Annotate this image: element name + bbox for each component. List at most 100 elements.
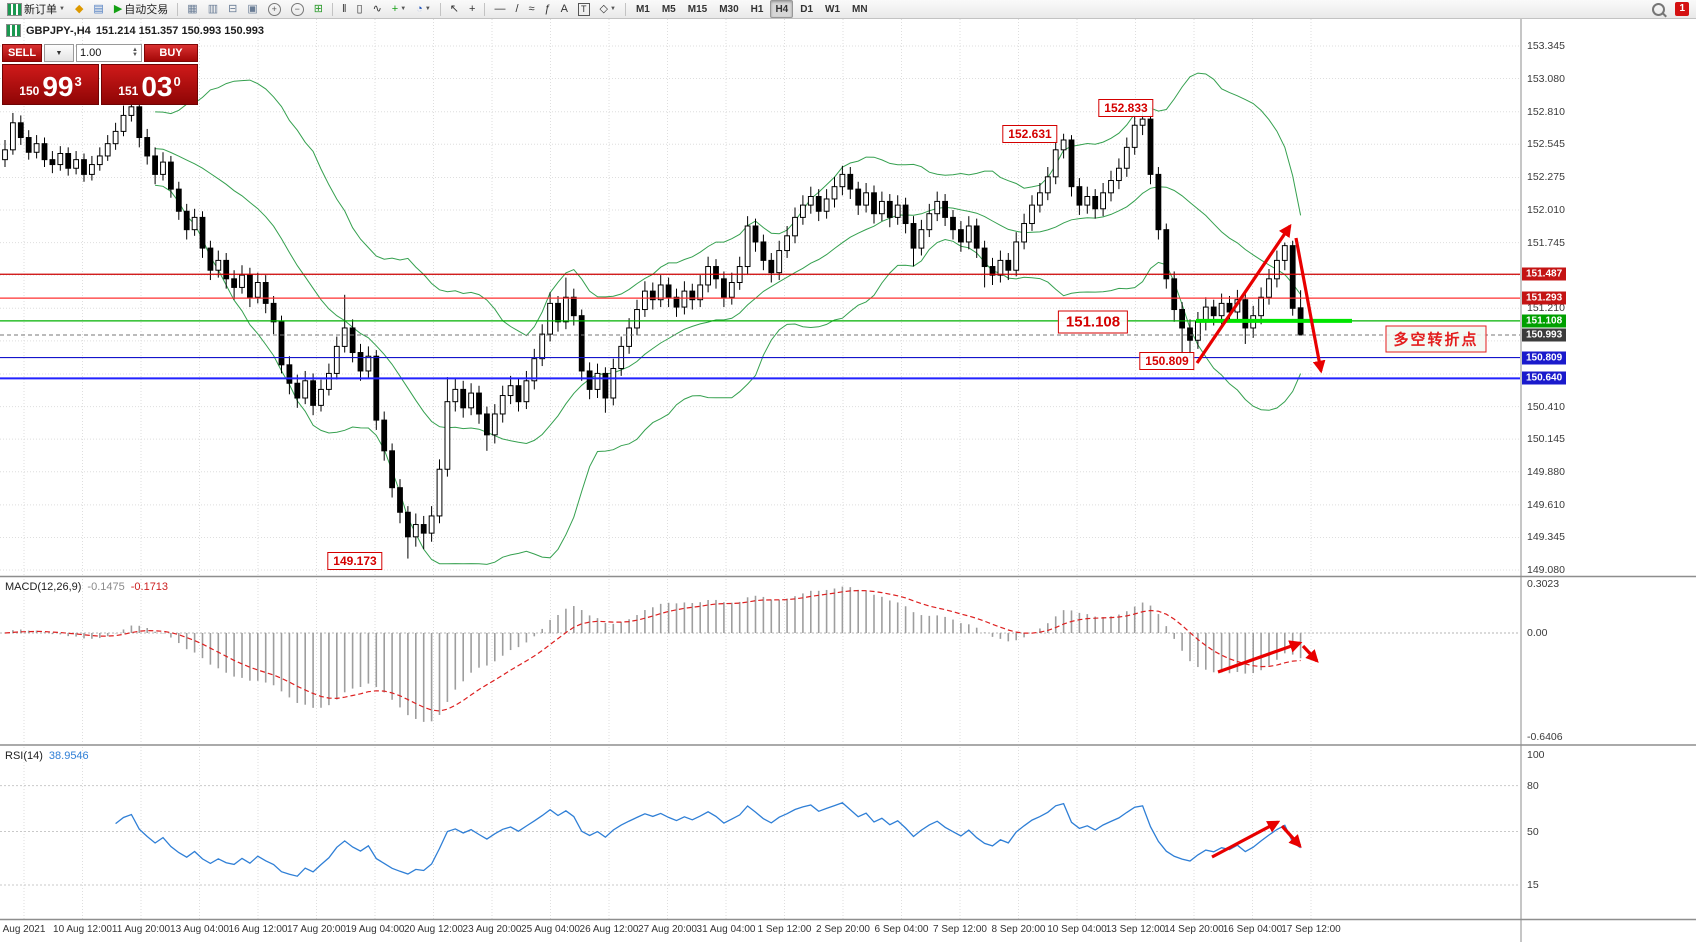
macd-scale-label: -0.6406 [1527, 731, 1563, 743]
price-tick-label: 149.345 [1527, 531, 1565, 544]
data-window-icon[interactable]: ▥ [204, 0, 222, 18]
market-watch-icon[interactable]: ▦ [183, 0, 201, 18]
chart-profiles-icon[interactable]: ▤ [89, 0, 107, 18]
label-button[interactable]: T [574, 0, 594, 18]
buy-button[interactable]: BUY [144, 44, 198, 62]
data-window-icon-glyph: ▥ [207, 2, 219, 15]
timeframe-m30-button[interactable]: M30 [719, 3, 739, 15]
periods-button[interactable]: ◔ ▼ [412, 0, 435, 18]
indicators-button[interactable]: + ▼ [388, 0, 410, 18]
timeframe-m15-button[interactable]: M15 [687, 3, 708, 15]
chart-symbol-line: GBPJPY-,H4 151.214 151.357 150.993 150.9… [6, 24, 264, 37]
ask-pipette: 0 [173, 74, 181, 89]
price-tick-label: 152.275 [1527, 171, 1565, 184]
rsi-indicator-label: RSI(14) 38.9546 [5, 750, 89, 762]
timeframe-mn-button[interactable]: MN [852, 3, 868, 15]
price-tick-label: 151.210 [1527, 302, 1565, 315]
candlestick-chart-icon [7, 2, 22, 16]
timeframe-h4-button[interactable]: H4 [770, 0, 794, 18]
navigator-icon[interactable]: ⊟ [224, 0, 241, 18]
bar-chart-button[interactable]: ‖ [338, 0, 351, 18]
expert-advisors-icon[interactable]: ◆ [71, 0, 87, 18]
price-callout[interactable]: 152.833 [1098, 99, 1154, 117]
chevron-down-icon: ▼ [424, 6, 431, 12]
timeframe-d1-button[interactable]: D1 [800, 3, 814, 15]
spinner-up-icon[interactable]: ▲ [132, 47, 138, 53]
tile-windows-icon[interactable]: ⊞ [310, 0, 327, 18]
price-tick-label: 150.410 [1527, 400, 1565, 413]
terminal-icon-glyph: ▣ [247, 2, 258, 15]
ask-price-button[interactable]: 151 03 0 [101, 64, 198, 105]
price-callout[interactable]: 150.809 [1139, 352, 1195, 370]
spinner-down-icon[interactable]: ▼ [132, 52, 138, 58]
time-axis-label: Aug 2021 [2, 924, 46, 935]
channel-button[interactable]: ≈ [525, 0, 539, 18]
timeframe-w1-button[interactable]: W1 [825, 3, 841, 15]
rsi-value: 38.9546 [48, 750, 89, 762]
time-axis-label: 10 Aug 12:00 [53, 924, 112, 935]
crosshair-button[interactable]: + [465, 0, 479, 18]
zoom-out-button[interactable]: − [287, 0, 308, 18]
chevron-down-icon: ▼ [400, 6, 407, 12]
ohlc-values: 151.214 151.357 150.993 150.993 [95, 24, 265, 37]
timeframe-m1-button[interactable]: M1 [635, 3, 650, 15]
trend-annotations[interactable] [1195, 223, 1352, 859]
turning-point-label[interactable]: 多空转折点 [1385, 325, 1487, 353]
ask-pips: 03 [141, 71, 173, 102]
notification-badge[interactable]: 1 [1671, 0, 1693, 18]
price-line-badge: 150.640 [1522, 371, 1567, 385]
grid [0, 19, 1520, 919]
text-button[interactable]: A [557, 0, 572, 18]
volume-value: 1.00 [80, 47, 102, 59]
cursor-button[interactable]: ↖ [446, 0, 463, 18]
macd-name: MACD(12,26,9) [5, 581, 82, 593]
volume-spinner[interactable]: ▲ ▼ [132, 47, 138, 58]
trend-arrow [1280, 824, 1302, 848]
trend-arrow [1301, 644, 1319, 663]
price-tick-label: 152.810 [1527, 105, 1565, 118]
macd-scale-label: 0.00 [1527, 627, 1548, 639]
time-axis-label: 17 Sep 12:00 [1281, 924, 1341, 935]
rsi-line [115, 802, 1301, 877]
toolbar: 新订单 ▼ ◆ ▤ ▶ 自动交易 ▦ ▥ ⊟ ▣ + − ⊞ ‖ ▯ ∿ + ▼ ◔ ▼ ↖ + — / ≈ ƒ A T ◇ ▼ M1 M5 M… [0, 0, 1696, 19]
shapes-button[interactable]: ◇ ▼ [596, 0, 620, 18]
zoom-in-button[interactable]: + [264, 0, 285, 18]
fibonacci-button[interactable]: ƒ [541, 0, 555, 18]
new-order-button[interactable]: 新订单 ▼ [3, 0, 69, 18]
trend-arrow [1294, 237, 1326, 374]
volume-field[interactable]: 1.00 ▲ ▼ [76, 44, 142, 62]
timeframe-m5-button[interactable]: M5 [661, 3, 676, 15]
bollinger-bands [155, 72, 1302, 565]
price-callout[interactable]: 151.108 [1057, 310, 1129, 334]
price-line-badge: 150.993 [1522, 328, 1567, 342]
tile-windows-icon-glyph: ⊞ [313, 2, 323, 15]
horizontal-line-button[interactable]: — [490, 0, 509, 18]
trendline-button[interactable]: / [511, 0, 522, 18]
price-tick-label: 153.345 [1527, 40, 1565, 52]
rsi-scale-label: 80 [1527, 779, 1539, 792]
time-axis-label: 25 Aug 04:00 [521, 924, 580, 935]
market-watch-icon-glyph: ▦ [187, 2, 198, 15]
crosshair-button-glyph: + [469, 2, 476, 15]
chevron-down-icon: ▼ [59, 6, 65, 12]
horizontal-price-lines[interactable] [0, 273, 1520, 380]
price-callout[interactable]: 152.631 [1002, 125, 1058, 143]
toolbar-separator [484, 2, 486, 16]
bid-price-button[interactable]: 150 99 3 [2, 64, 99, 105]
line-chart-button[interactable]: ∿ [369, 0, 386, 18]
line-chart-button-glyph: ∿ [372, 2, 382, 15]
price-callout[interactable]: 149.173 [327, 552, 383, 570]
oct-options-dropdown[interactable]: ▼ [44, 44, 74, 62]
timeframe-h1-button[interactable]: H1 [750, 3, 764, 15]
notification-badge[interactable]: 1 [1675, 2, 1689, 16]
candlestick-chart-button[interactable]: ▯ [353, 0, 367, 18]
search-icon[interactable] [1648, 0, 1669, 18]
time-axis-label: 8 Sep 20:00 [991, 924, 1046, 935]
time-axis-label: 27 Aug 20:00 [638, 924, 697, 935]
auto-trading-button[interactable]: ▶ 自动交易 [110, 0, 172, 18]
zoom-in-button-glyph: + [267, 2, 281, 16]
sell-button[interactable]: SELL [2, 44, 42, 62]
terminal-icon[interactable]: ▣ [243, 0, 261, 18]
price-tick-label: 149.610 [1527, 498, 1565, 511]
